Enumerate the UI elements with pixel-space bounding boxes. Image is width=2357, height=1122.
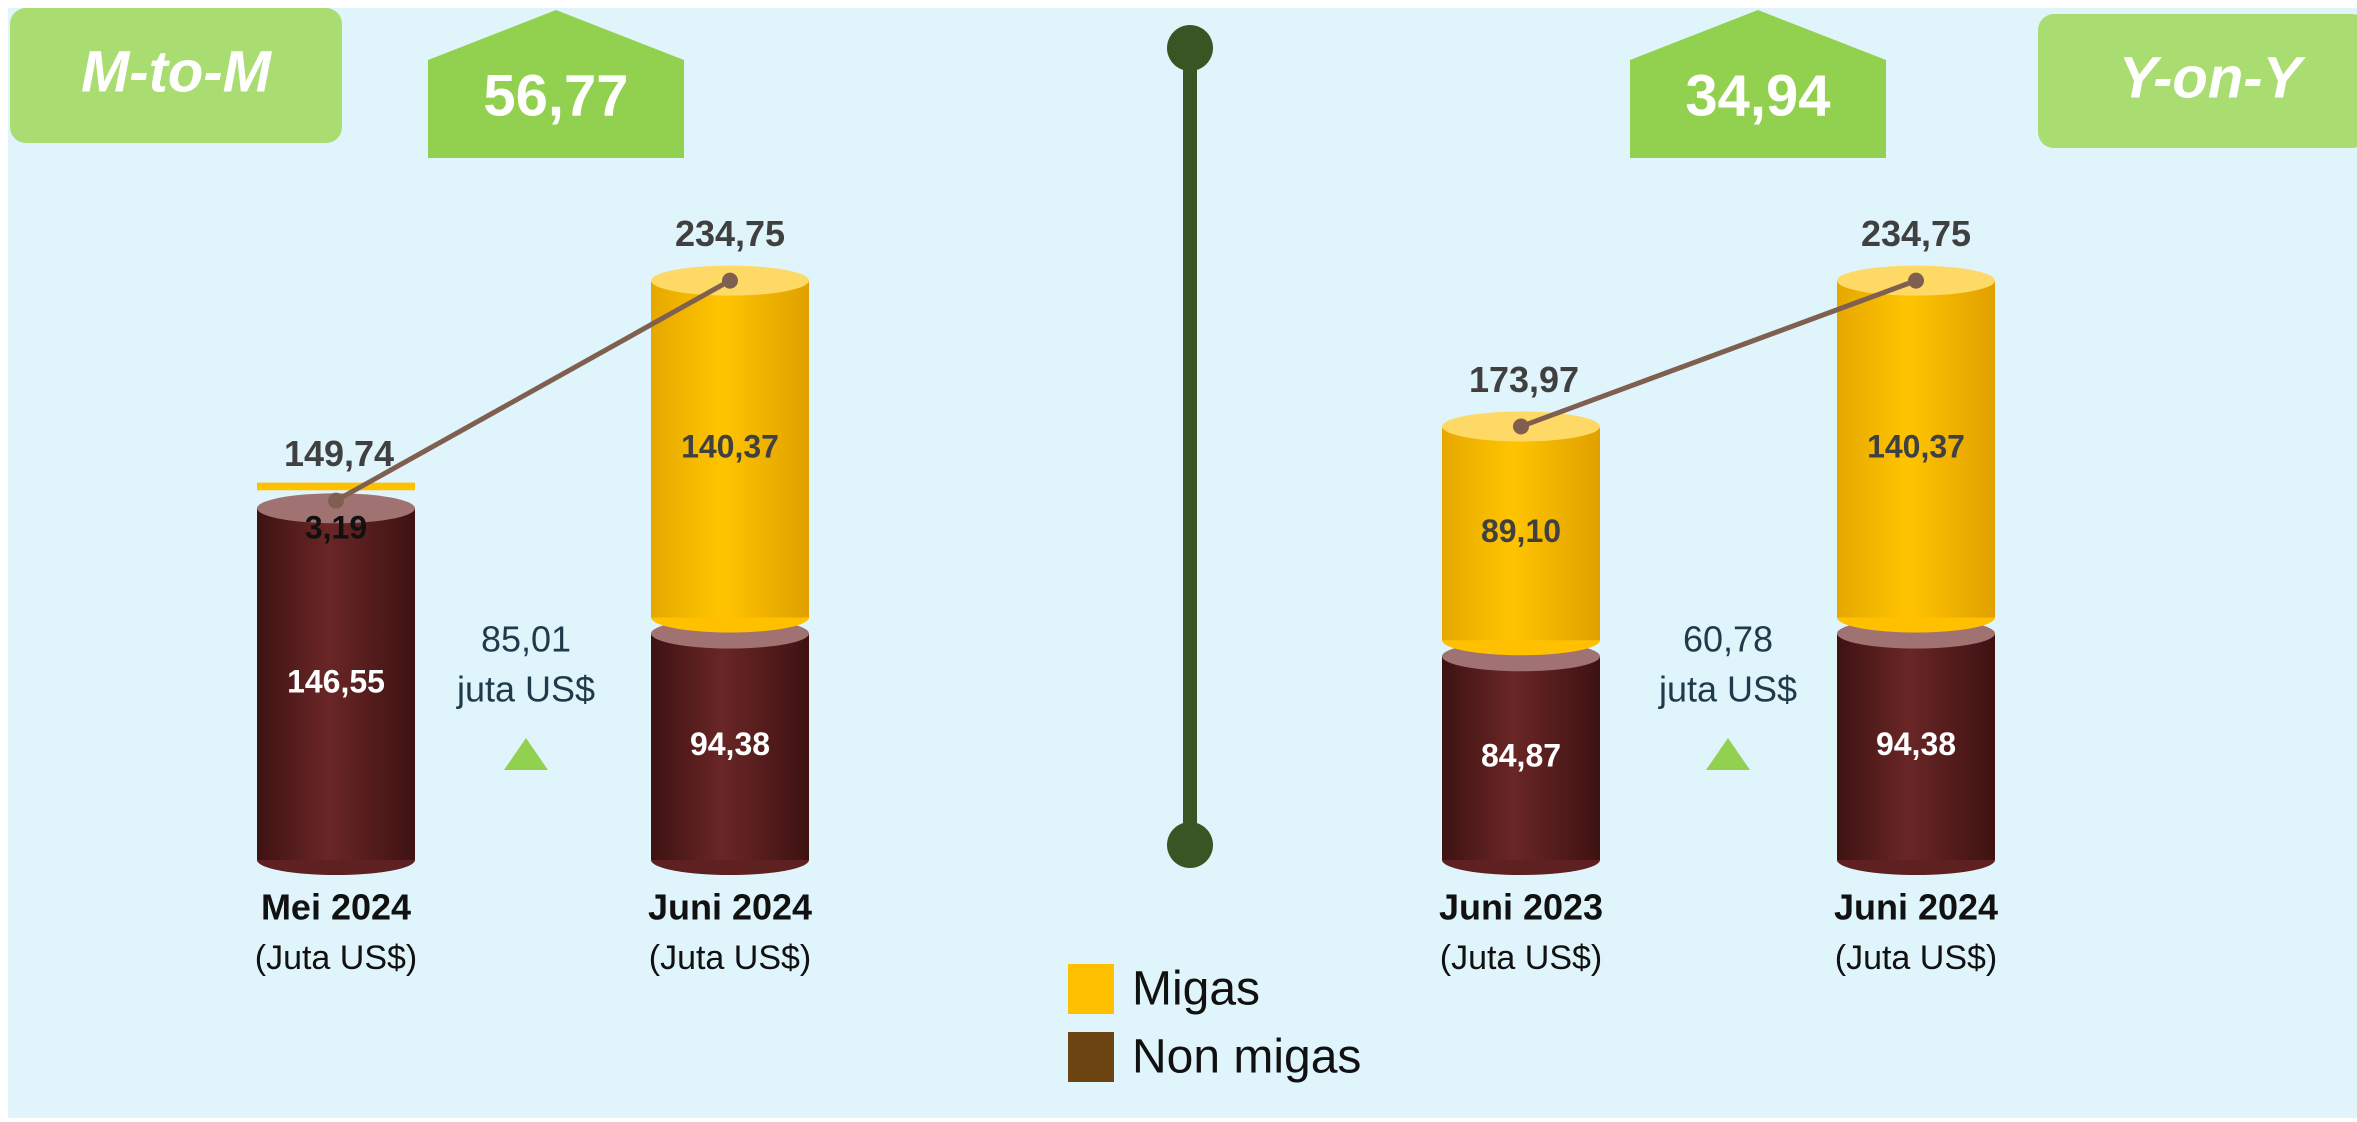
title-box [2038, 14, 2357, 148]
category-label: Juni 2024 [648, 887, 812, 928]
up-arrow [1706, 738, 1750, 770]
difference-value: 60,78 [1683, 619, 1773, 660]
cylinder-body [651, 633, 809, 860]
category-label: Juni 2024 [1834, 887, 1998, 928]
value-label: 146,55 [287, 664, 385, 700]
panel-title: M-to-M [81, 39, 273, 104]
cylinder-body [1837, 633, 1995, 860]
total-line [334, 278, 732, 503]
cylinder-body [1837, 280, 1995, 618]
change-value: 56,77 [483, 63, 628, 128]
value-label: 84,87 [1481, 738, 1561, 774]
category-unit: (Juta US$) [1835, 939, 1998, 977]
total-line [1520, 278, 1917, 429]
cylinder-segment [1442, 411, 1600, 656]
legend-swatch [1068, 1032, 1114, 1082]
value-label: 140,37 [1867, 428, 1965, 464]
divider-end [1167, 822, 1213, 868]
total-point [722, 272, 738, 289]
legend-label: Non migas [1132, 1031, 1361, 1084]
difference-unit: juta US$ [1658, 669, 1797, 710]
divider-end [1167, 25, 1213, 71]
category-unit: (Juta US$) [1440, 939, 1603, 977]
value-label: 3,19 [305, 510, 367, 546]
change-badge [1630, 10, 1886, 158]
total-label: 149,74 [284, 433, 394, 474]
total-label: 173,97 [1469, 359, 1579, 400]
cylinder-body [257, 508, 415, 860]
legend-swatch [1068, 964, 1114, 1014]
cylinder-segment [257, 482, 415, 491]
difference-value: 85,01 [481, 619, 571, 660]
total-point [1908, 272, 1924, 289]
cylinder-segment [257, 493, 415, 875]
up-arrow [504, 738, 548, 770]
total-label: 234,75 [675, 213, 785, 254]
legend-label: Migas [1132, 963, 1260, 1016]
value-label: 140,37 [681, 428, 779, 464]
category-label: Juni 2023 [1439, 887, 1603, 928]
value-label: 89,10 [1481, 513, 1561, 549]
total-label: 234,75 [1861, 213, 1971, 254]
value-label: 94,38 [690, 726, 770, 762]
category-unit: (Juta US$) [649, 939, 812, 977]
category-label: Mei 2024 [261, 887, 411, 928]
cylinder-segment [1837, 265, 1995, 633]
cylinder-body [651, 280, 809, 618]
cylinder-body [257, 482, 415, 491]
value-label: 94,38 [1876, 726, 1956, 762]
total-point [328, 492, 344, 509]
cylinder-body [1442, 656, 1600, 860]
title-box [10, 8, 342, 143]
panel-title: Y-on-Y [2119, 45, 2307, 110]
total-point [1513, 418, 1529, 435]
change-value: 34,94 [1685, 63, 1830, 128]
category-unit: (Juta US$) [255, 939, 418, 977]
difference-unit: juta US$ [456, 669, 595, 710]
change-badge [428, 10, 684, 158]
cylinder-body [1442, 426, 1600, 641]
cylinder-segment [651, 265, 809, 633]
